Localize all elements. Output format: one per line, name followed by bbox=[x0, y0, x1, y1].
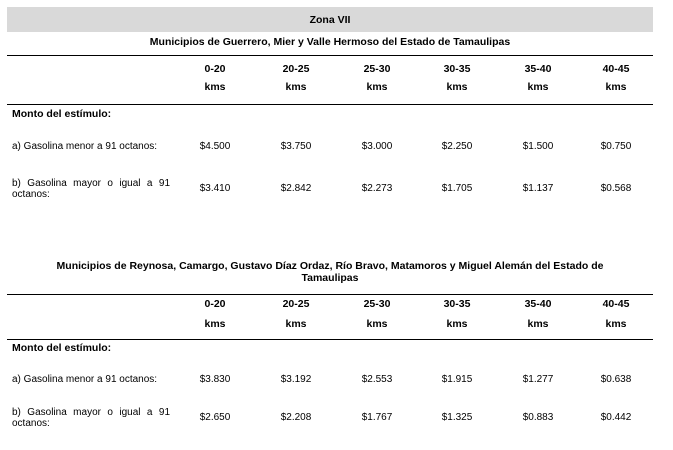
s1-row-a-value-3: $3.000 bbox=[361, 141, 393, 152]
s1-range-header-5: 35-40 bbox=[524, 63, 552, 75]
s2-range-header-3: 25-30 bbox=[363, 298, 391, 310]
s2-row-b-value-5: $0.883 bbox=[522, 412, 554, 423]
s2-row-a-label: a) Gasolina menor a 91 octanos: bbox=[12, 374, 158, 385]
section-2-top-rule bbox=[7, 294, 653, 295]
s1-row-a-value-2: $3.750 bbox=[280, 141, 312, 152]
s1-row-a-value-5: $1.500 bbox=[522, 141, 554, 152]
s1-row-b-value-6: $0.568 bbox=[600, 183, 632, 194]
s2-range-header-6: 40-45 bbox=[602, 298, 630, 310]
s2-unit-header-3: kms bbox=[366, 318, 388, 330]
s2-unit-header-5: kms bbox=[527, 318, 549, 330]
s1-row-a-value-1: $4.500 bbox=[199, 141, 231, 152]
s1-range-header-3: 25-30 bbox=[363, 63, 391, 75]
section-1-header-rule bbox=[7, 104, 653, 105]
s2-unit-header-2: kms bbox=[285, 318, 307, 330]
s1-row-b-value-2: $2.842 bbox=[280, 183, 312, 194]
s2-row-b-value-3: $1.767 bbox=[361, 412, 393, 423]
zone-title: Zona VII bbox=[7, 7, 653, 32]
section-2-header-rule bbox=[7, 339, 653, 340]
s1-row-b-value-3: $2.273 bbox=[361, 183, 393, 194]
s1-unit-header-5: kms bbox=[527, 81, 549, 93]
s2-row-a-value-4: $1.915 bbox=[441, 374, 473, 385]
s1-range-header-6: 40-45 bbox=[602, 63, 630, 75]
s1-row-b-value-1: $3.410 bbox=[199, 183, 231, 194]
s1-unit-header-1: kms bbox=[204, 81, 226, 93]
s2-row-b-value-4: $1.325 bbox=[441, 412, 473, 423]
s1-row-a-label: a) Gasolina menor a 91 octanos: bbox=[12, 141, 158, 152]
s1-row-b-value-4: $1.705 bbox=[441, 183, 473, 194]
s2-row-b-label: b) Gasolina mayor o igual a 91 octanos: bbox=[12, 407, 170, 429]
s2-stimulus-label: Monto del estímulo: bbox=[12, 342, 112, 354]
s1-range-header-2: 20-25 bbox=[282, 63, 310, 75]
section-2-title: Municipios de Reynosa, Camargo, Gustavo … bbox=[56, 260, 604, 284]
s2-range-header-5: 35-40 bbox=[524, 298, 552, 310]
s2-unit-header-4: kms bbox=[446, 318, 468, 330]
s2-unit-header-6: kms bbox=[605, 318, 627, 330]
s2-range-header-4: 30-35 bbox=[443, 298, 471, 310]
s1-row-a-value-6: $0.750 bbox=[600, 141, 632, 152]
s1-unit-header-6: kms bbox=[605, 81, 627, 93]
s2-row-a-value-6: $0.638 bbox=[600, 374, 632, 385]
s2-row-b-value-1: $2.650 bbox=[199, 412, 231, 423]
s2-row-a-value-3: $2.553 bbox=[361, 374, 393, 385]
s1-row-b-label: b) Gasolina mayor o igual a 91 octanos: bbox=[12, 178, 170, 200]
s1-unit-header-2: kms bbox=[285, 81, 307, 93]
s2-row-a-value-1: $3.830 bbox=[199, 374, 231, 385]
s1-unit-header-4: kms bbox=[446, 81, 468, 93]
s2-range-header-2: 20-25 bbox=[282, 298, 310, 310]
s2-row-b-value-2: $2.208 bbox=[280, 412, 312, 423]
s1-row-a-value-4: $2.250 bbox=[441, 141, 473, 152]
s1-row-b-value-5: $1.137 bbox=[522, 183, 554, 194]
s2-row-a-value-5: $1.277 bbox=[522, 374, 554, 385]
s1-unit-header-3: kms bbox=[366, 81, 388, 93]
s1-stimulus-label: Monto del estímulo: bbox=[12, 108, 112, 120]
section-1-top-rule bbox=[7, 55, 653, 56]
s1-range-header-4: 30-35 bbox=[443, 63, 471, 75]
s2-unit-header-1: kms bbox=[204, 318, 226, 330]
section-1-title: Municipios de Guerrero, Mier y Valle Her… bbox=[149, 36, 511, 48]
s2-range-header-1: 0-20 bbox=[204, 298, 226, 310]
s2-row-b-value-6: $0.442 bbox=[600, 412, 632, 423]
s1-range-header-1: 0-20 bbox=[204, 63, 226, 75]
s2-row-a-value-2: $3.192 bbox=[280, 374, 312, 385]
